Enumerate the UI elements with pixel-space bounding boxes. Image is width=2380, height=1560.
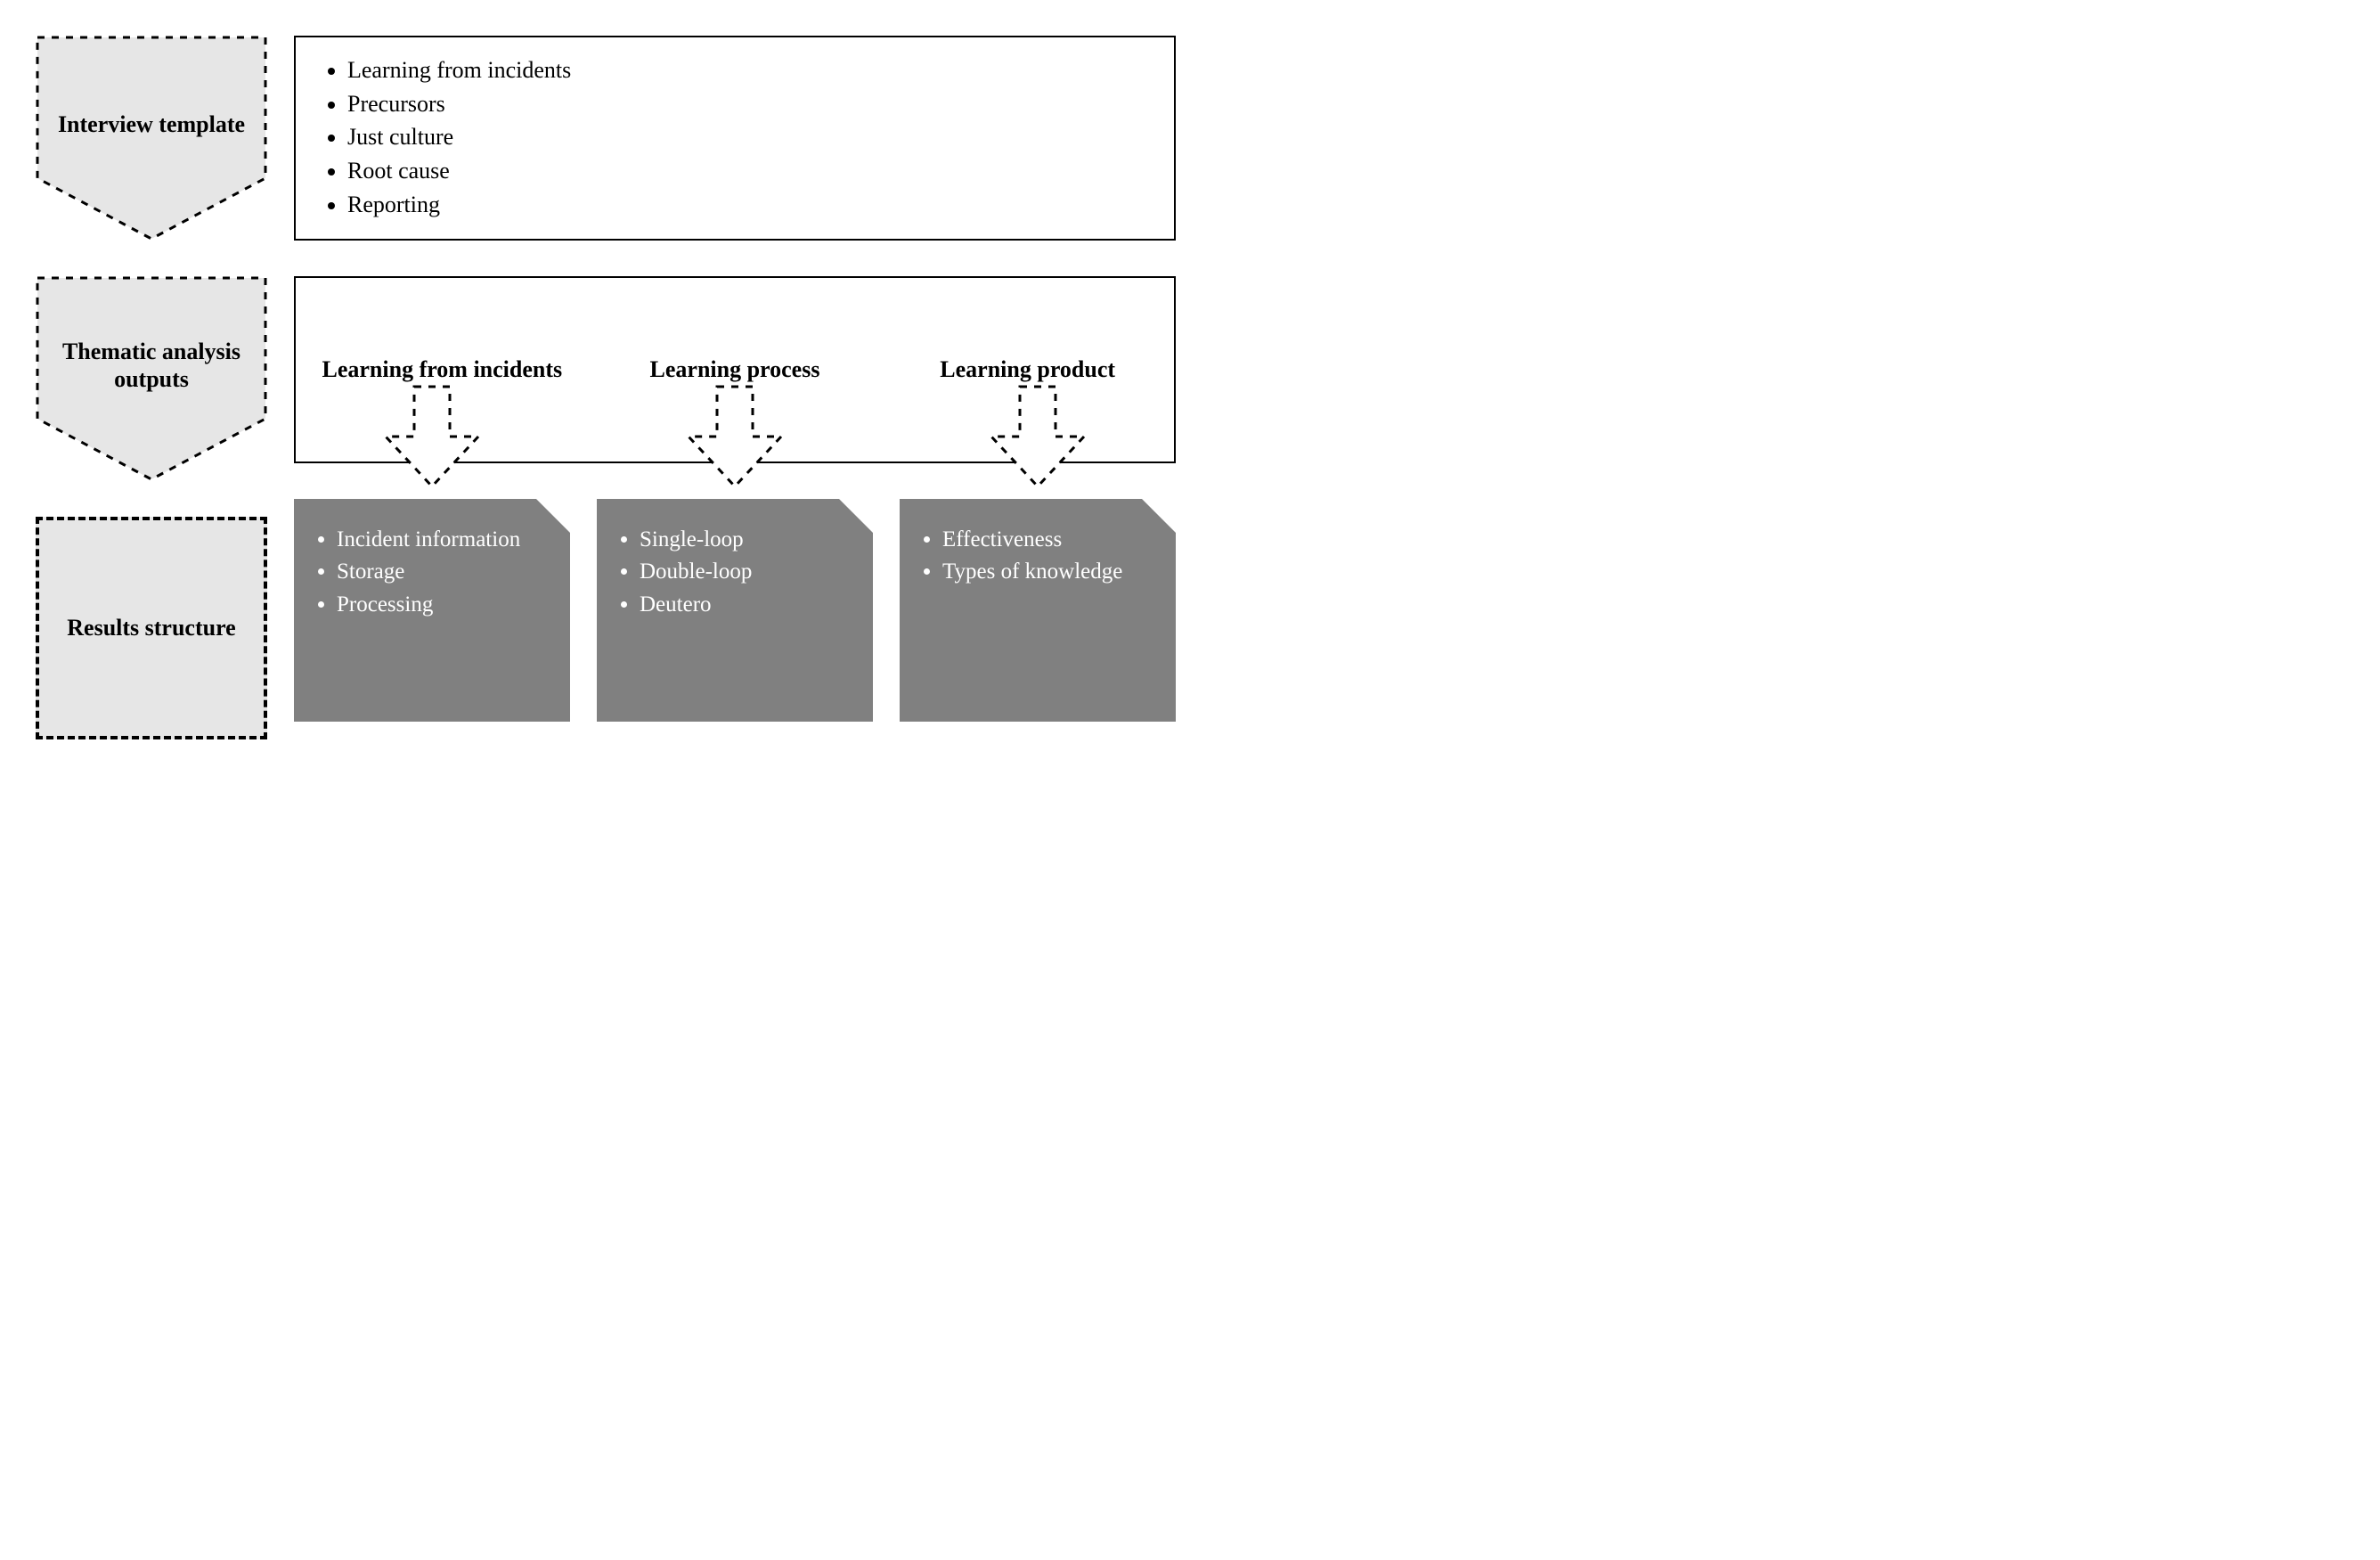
chevron-thematic-analysis: Thematic analysis outputs — [36, 276, 267, 481]
list-item: Root cause — [347, 154, 1147, 188]
result-list: Incident information Storage Processing — [314, 524, 550, 621]
result-list: Effectiveness Types of knowledge — [919, 524, 1156, 589]
result-box-loops: Single-loop Double-loop Deutero — [597, 499, 873, 722]
down-arrow-icon — [379, 383, 485, 490]
result-column: Effectiveness Types of knowledge — [900, 517, 1176, 739]
results-structure-box: Results structure — [36, 517, 267, 739]
results-structure-label: Results structure — [67, 614, 235, 641]
theme-heading: Learning process — [589, 356, 882, 383]
list-item: Single-loop — [640, 524, 853, 556]
result-column: Single-loop Double-loop Deutero — [597, 517, 873, 739]
result-column: Incident information Storage Processing — [294, 517, 570, 739]
result-list: Single-loop Double-loop Deutero — [616, 524, 853, 621]
list-item: Deutero — [640, 589, 853, 621]
list-item: Precursors — [347, 87, 1147, 121]
down-arrow-icon — [681, 383, 788, 490]
methodology-diagram: Interview template Learning from inciden… — [36, 36, 1176, 739]
chevron-label: Interview template — [36, 9, 267, 241]
list-item: Reporting — [347, 188, 1147, 222]
theme-heading: Learning product — [881, 356, 1174, 383]
list-item: Incident information — [337, 524, 550, 556]
list-item: Double-loop — [640, 556, 853, 588]
result-box-incident-info: Incident information Storage Processing — [294, 499, 570, 722]
list-item: Storage — [337, 556, 550, 588]
theme-heading: Learning from incidents — [296, 356, 589, 383]
interview-template-list: Learning from incidents Precursors Just … — [322, 53, 1147, 221]
list-item: Learning from incidents — [347, 53, 1147, 87]
result-box-effectiveness: Effectiveness Types of knowledge — [900, 499, 1176, 722]
list-item: Effectiveness — [942, 524, 1156, 556]
list-item: Just culture — [347, 120, 1147, 154]
list-item: Processing — [337, 589, 550, 621]
list-item: Types of knowledge — [942, 556, 1156, 588]
results-columns: Incident information Storage Processing … — [294, 517, 1176, 739]
down-arrow-icon — [984, 383, 1091, 490]
chevron-label: Thematic analysis outputs — [36, 249, 267, 481]
interview-template-box: Learning from incidents Precursors Just … — [294, 36, 1176, 241]
chevron-interview-template: Interview template — [36, 36, 267, 241]
